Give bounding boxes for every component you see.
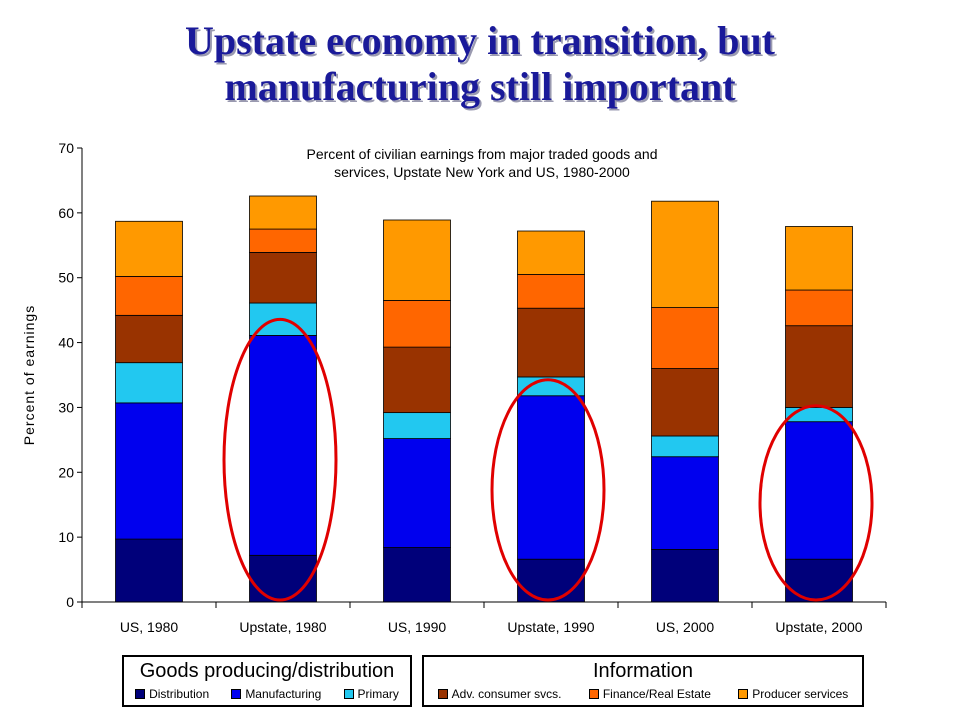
y-tick-label: 60 <box>58 205 74 221</box>
bar-primary <box>651 435 719 458</box>
bar-finance-real-estate <box>115 276 183 316</box>
bar-distribution <box>785 558 853 603</box>
bar-finance-real-estate <box>517 274 585 309</box>
x-tick-label: US, 2000 <box>656 619 715 635</box>
bar-manufacturing <box>249 335 317 556</box>
bar-distribution <box>651 549 719 603</box>
legend-goods-producing: Goods producing/distribution Distributio… <box>122 655 412 707</box>
y-tick-label: 0 <box>66 594 74 610</box>
legend-item-label: Primary <box>357 687 399 701</box>
bar-producer-services <box>785 226 853 291</box>
stacked-bar-chart: 0 10 20 30 40 50 60 70 US, 1980 Upstate, 1980 US, … <box>21 140 887 635</box>
bar-producer-services <box>517 230 585 275</box>
bar-finance-real-estate <box>383 300 451 348</box>
y-tick-label: 40 <box>58 335 74 351</box>
bar-distribution <box>115 538 183 603</box>
bar-manufacturing <box>785 421 853 560</box>
bar-manufacturing <box>651 456 719 550</box>
slide-title-line-1: Upstate economy in transition, but <box>184 18 776 63</box>
highlight-oval <box>222 317 338 602</box>
legend-item-producer: Producer services <box>738 687 848 701</box>
legend-item-label: Adv. consumer svcs. <box>451 687 562 701</box>
bar-adv-consumer-svcs <box>115 314 183 364</box>
distribution-swatch <box>135 689 146 699</box>
legend-item-manufacturing: Manufacturing <box>231 687 321 701</box>
bar-finance-real-estate <box>785 289 853 327</box>
legend-goods-title: Goods producing/distribution <box>139 660 395 682</box>
bar-manufacturing <box>115 402 183 540</box>
x-tick-label: Upstate, 1980 <box>239 619 326 635</box>
y-tick-label: 70 <box>58 140 74 156</box>
legend-item-primary: Primary <box>343 687 399 701</box>
bar-primary <box>785 407 853 423</box>
finance-swatch <box>588 689 599 699</box>
bar-distribution <box>249 554 317 603</box>
legend-information: Information Adv. consumer svcs. Finance/… <box>422 655 864 707</box>
y-tick-label: 10 <box>58 529 74 545</box>
chart-title-line-2: services, Upstate New York and US, 1980-… <box>334 164 630 180</box>
bar-distribution <box>517 558 585 603</box>
bar-primary <box>383 412 451 439</box>
bar-manufacturing <box>517 395 585 560</box>
highlight-oval <box>758 404 874 602</box>
y-tick-label: 20 <box>58 464 74 480</box>
y-axis-label: Percent of earnings <box>21 305 37 445</box>
x-tick-label: US, 1990 <box>388 619 447 635</box>
manufacturing-swatch <box>231 689 242 699</box>
producer-swatch <box>738 689 749 699</box>
bar-adv-consumer-svcs <box>785 325 853 408</box>
bar-primary <box>115 362 183 404</box>
legend-item-distribution: Distribution <box>135 687 209 701</box>
bar-producer-services <box>651 200 719 308</box>
bar-manufacturing <box>383 438 451 548</box>
legend-item-label: Manufacturing <box>245 687 322 701</box>
bar-producer-services <box>115 220 183 277</box>
legend-item-label: Distribution <box>149 687 210 701</box>
highlight-oval <box>490 378 606 602</box>
bar-adv-consumer-svcs <box>517 307 585 378</box>
legend-item-adv-consumer: Adv. consumer svcs. <box>437 687 562 701</box>
bar-finance-real-estate <box>249 228 317 253</box>
bar-producer-services <box>249 195 317 230</box>
chart-title-line-1: Percent of civilian earnings from major … <box>307 146 658 162</box>
bar-adv-consumer-svcs <box>249 252 317 304</box>
y-tick-label: 50 <box>58 270 74 286</box>
bar-adv-consumer-svcs <box>383 346 451 414</box>
x-tick-label: Upstate, 1990 <box>507 619 594 635</box>
bar-adv-consumer-svcs <box>651 368 719 437</box>
primary-swatch <box>343 689 354 699</box>
bar-finance-real-estate <box>651 307 719 369</box>
slide-title: Upstate economy in transition, but manuf… <box>0 18 960 110</box>
bar-distribution <box>383 547 451 603</box>
y-tick-label: 30 <box>58 399 74 415</box>
adv-consumer-swatch <box>437 689 448 699</box>
legend-information-title: Information <box>592 660 694 682</box>
legend-item-finance: Finance/Real Estate <box>588 687 711 701</box>
legend-item-label: Producer services <box>752 687 849 701</box>
x-tick-label: US, 1980 <box>120 619 179 635</box>
bar-producer-services <box>383 219 451 301</box>
legend-item-label: Finance/Real Estate <box>602 687 711 701</box>
x-tick-label: Upstate, 2000 <box>775 619 862 635</box>
slide-title-line-2: manufacturing still important <box>224 64 736 109</box>
